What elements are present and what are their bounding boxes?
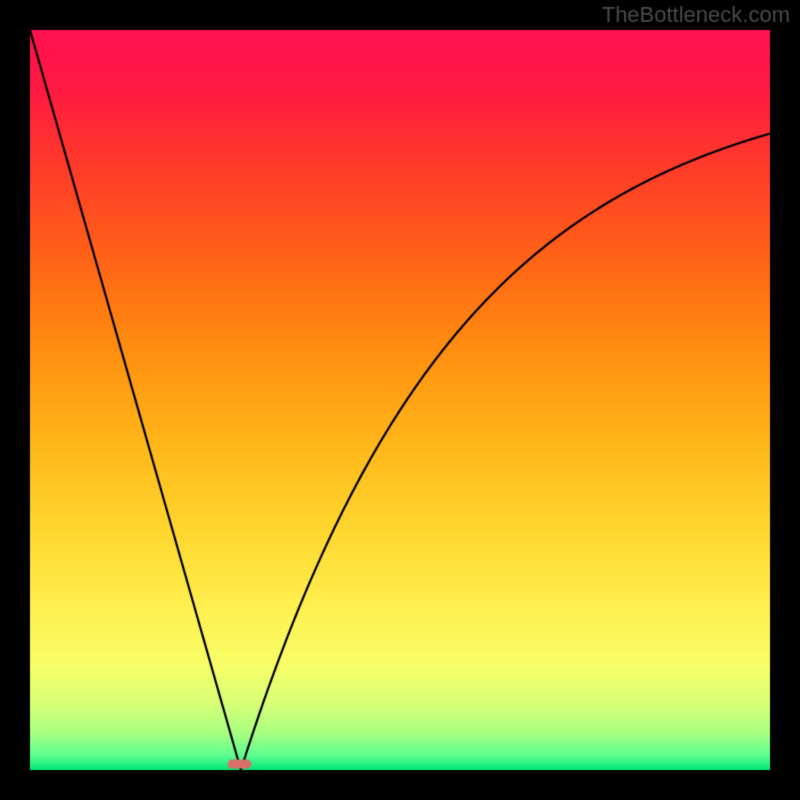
bottleneck-chart (0, 0, 800, 800)
